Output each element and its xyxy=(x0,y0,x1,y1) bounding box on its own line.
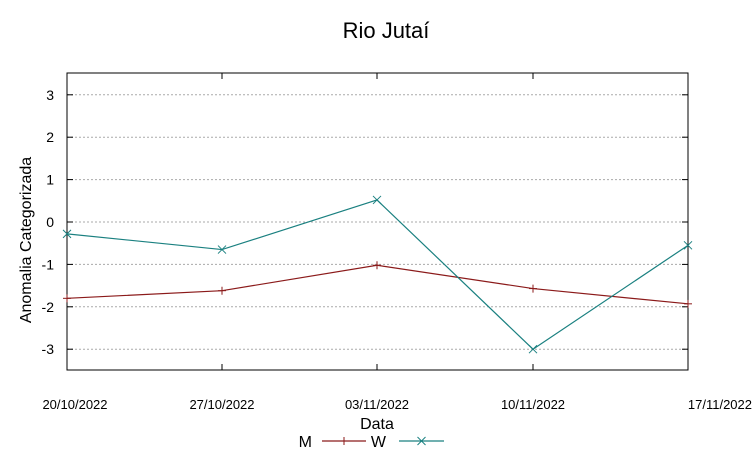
data-point-cross xyxy=(528,344,538,354)
grid-lines xyxy=(67,94,688,350)
x-tick-label: 03/11/2022 xyxy=(345,397,409,412)
y-tick-label: -1 xyxy=(42,256,55,272)
x-tick-label: 10/11/2022 xyxy=(501,397,565,412)
y-tick-label: 3 xyxy=(46,87,54,103)
y-tick-label: 2 xyxy=(46,129,54,145)
series-lines xyxy=(62,195,693,354)
series-line-M xyxy=(66,264,689,305)
data-point-cross xyxy=(62,229,72,239)
x-axis: 20/10/2022 27/10/2022 03/11/2022 10/11/2022… xyxy=(42,73,752,412)
y-tick-label: 1 xyxy=(46,172,54,188)
chart-title: Rio Jutaí xyxy=(343,18,430,43)
y-tick-label: -3 xyxy=(42,341,55,357)
legend-label: W xyxy=(371,434,387,451)
data-point-cross xyxy=(217,245,227,254)
data-point-cross xyxy=(683,240,693,250)
y-tick-label: -2 xyxy=(42,299,55,315)
x-tick-label: 20/10/2022 xyxy=(42,397,107,412)
y-axis-label: Anomalia Categorizada xyxy=(18,157,35,323)
x-axis-label: Data xyxy=(360,416,394,433)
data-point-cross xyxy=(372,195,382,205)
x-tick-label: 17/11/2022 xyxy=(688,397,752,412)
y-tick-label: 0 xyxy=(46,214,54,230)
x-tick-label: 27/10/2022 xyxy=(189,397,254,412)
y-axis: 3 2 1 0 -1 -2 -3 xyxy=(42,87,688,357)
data-point-cross xyxy=(417,436,426,446)
legend-label: M xyxy=(299,434,312,451)
